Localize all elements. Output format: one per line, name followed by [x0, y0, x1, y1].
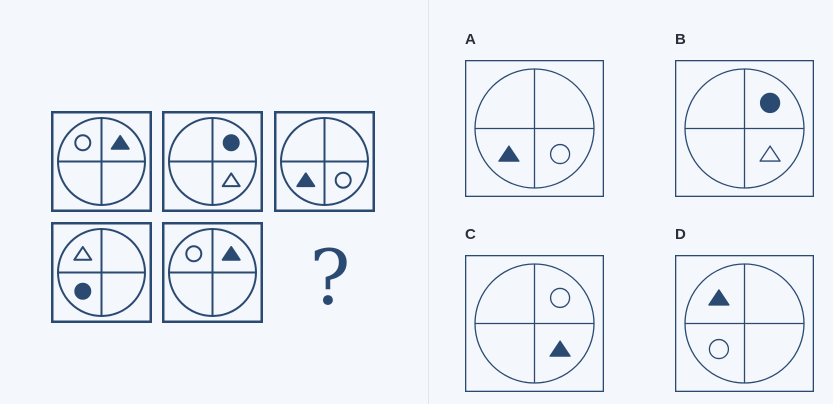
filled-triangle-icon: [708, 289, 730, 306]
cell-frame: [465, 255, 604, 392]
option-a-label: A: [465, 31, 476, 48]
cell-frame: [162, 222, 263, 323]
option-b-label: B: [675, 31, 686, 48]
hollow-circle-icon: [708, 338, 730, 360]
option-c-cell[interactable]: [465, 255, 604, 392]
cell-frame: [51, 222, 152, 323]
filled-circle-icon: [759, 92, 781, 114]
sequence-cell-3: [274, 111, 375, 212]
option-a-cell[interactable]: [465, 60, 604, 197]
option-d-label: D: [675, 226, 686, 243]
hollow-circle-icon: [549, 143, 571, 165]
hollow-triangle-icon: [221, 172, 241, 188]
cell-frame: [51, 111, 152, 212]
sequence-cell-2: [162, 111, 263, 212]
hollow-triangle-icon: [73, 245, 93, 261]
hollow-circle-icon: [549, 287, 571, 309]
sequence-cell-5: [162, 222, 263, 323]
hollow-circle-icon: [334, 171, 352, 189]
filled-triangle-icon: [498, 145, 520, 162]
filled-triangle-icon: [296, 172, 316, 188]
panel-divider: [428, 0, 429, 404]
filled-circle-icon: [222, 134, 240, 152]
hollow-circle-icon: [185, 245, 203, 263]
question-mark: ?: [309, 233, 351, 322]
option-d-cell[interactable]: [675, 255, 814, 392]
cell-frame: [675, 255, 814, 392]
hollow-circle-icon: [74, 134, 92, 152]
option-b-cell[interactable]: [675, 60, 814, 197]
cell-frame: [465, 60, 604, 197]
cell-frame: [274, 111, 375, 212]
filled-triangle-icon: [110, 134, 130, 150]
sequence-cell-4: [51, 222, 152, 323]
cell-frame: [675, 60, 814, 197]
cell-frame: [162, 111, 263, 212]
filled-triangle-icon: [549, 340, 571, 357]
option-c-label: C: [465, 226, 476, 243]
hollow-triangle-icon: [759, 145, 781, 162]
sequence-cell-1: [51, 111, 152, 212]
filled-triangle-icon: [221, 245, 241, 261]
filled-circle-icon: [74, 282, 92, 300]
